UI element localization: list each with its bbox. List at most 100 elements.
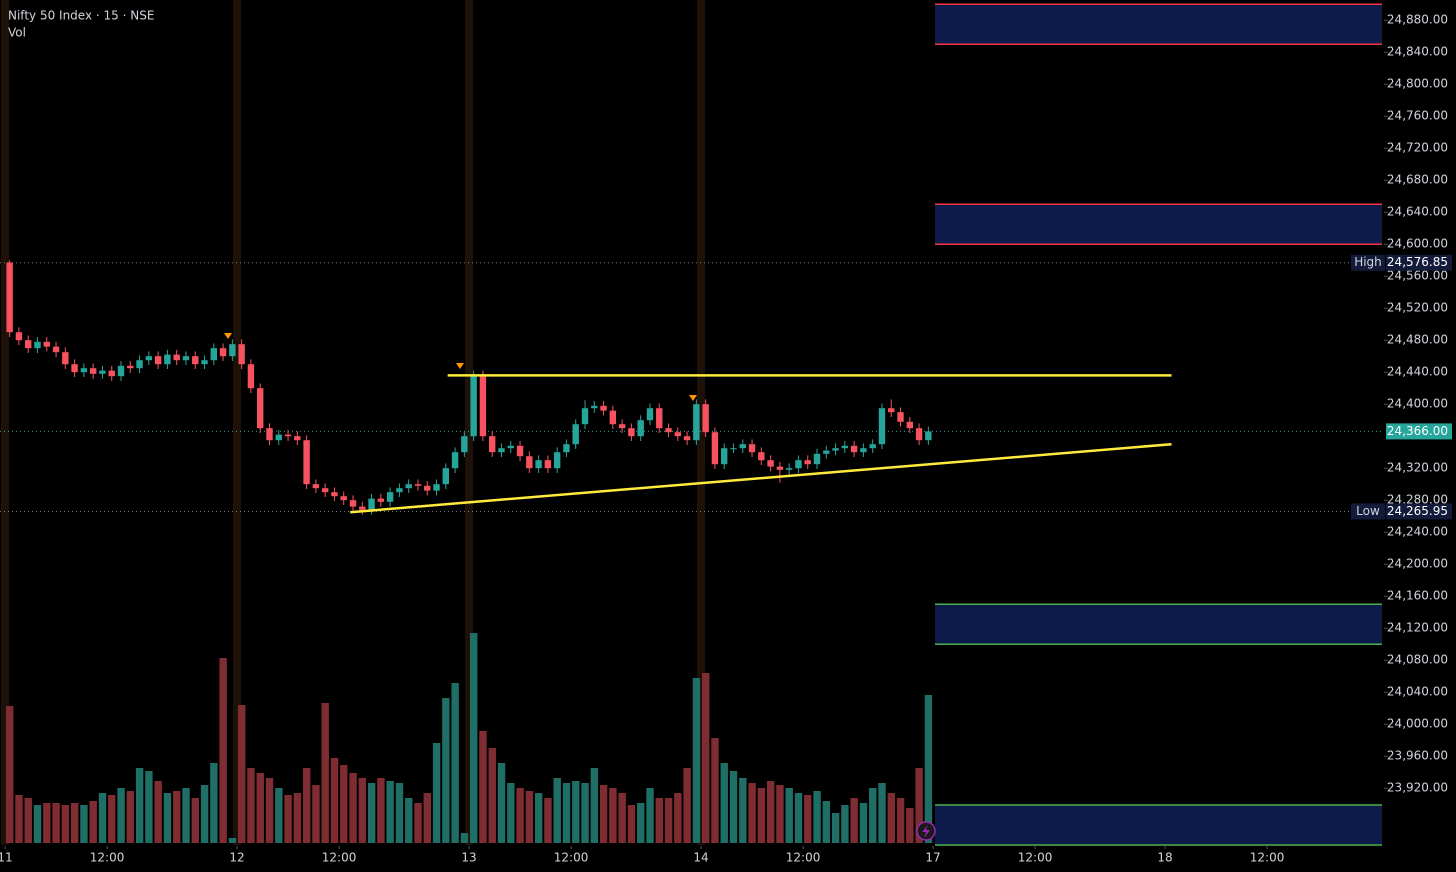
candle-body [730, 448, 737, 450]
volume-bar [590, 768, 599, 843]
volume-bar [702, 673, 710, 843]
x-tick-label: 12:00 [322, 851, 357, 865]
volume-bar [739, 778, 747, 843]
volume-bar [664, 798, 673, 843]
candle-body [795, 460, 802, 469]
volume-bar [729, 771, 738, 843]
candle-body [80, 368, 88, 373]
x-tick-label: 11 [0, 851, 13, 865]
candle-body [823, 450, 830, 454]
volume-bar [395, 783, 404, 843]
candle-body [767, 460, 774, 467]
zone [935, 604, 1382, 645]
candle-body [748, 444, 756, 453]
candle-body [563, 444, 570, 453]
candle-body [349, 500, 357, 507]
volume-bar [915, 768, 923, 843]
volume-bar [33, 805, 42, 843]
volume-bar [460, 833, 469, 843]
candle-body [609, 410, 617, 425]
volume-bar [256, 773, 264, 843]
volume-bar [284, 795, 292, 843]
volume-bar [507, 783, 515, 843]
candle-body [368, 498, 375, 510]
volume-bar [135, 768, 144, 843]
candle-body [414, 484, 422, 486]
candle-body [804, 460, 811, 465]
volume-bar [804, 795, 812, 843]
candle-body [897, 412, 904, 422]
candle-body [544, 460, 552, 469]
alert-bolt [922, 825, 930, 838]
volume-bar [442, 698, 450, 843]
candle-body [776, 466, 784, 470]
y-tick-label: 24,200.00 [1387, 557, 1448, 571]
candle-body [71, 364, 78, 373]
session-band [465, 0, 473, 845]
candle-body [229, 344, 236, 357]
volume-bar [293, 793, 302, 843]
candle-body [303, 440, 310, 485]
candle-body [572, 424, 579, 445]
volume-bar [479, 731, 487, 843]
candle-body [321, 488, 329, 493]
plot [0, 0, 1382, 846]
pivot-marker [456, 363, 464, 369]
y-tick-label: 24,560.00 [1387, 269, 1448, 283]
x-tick-label: 14 [693, 851, 708, 865]
candle-body [377, 498, 385, 502]
candle-body [247, 364, 255, 389]
y-tick-label: 24,080.00 [1387, 653, 1448, 667]
volume-bar [154, 781, 162, 843]
volume-bar [367, 783, 376, 843]
candle-body [702, 404, 709, 433]
volume-bar [24, 798, 32, 843]
y-tick-label: 23,960.00 [1387, 749, 1448, 763]
volume-bar [377, 778, 385, 843]
y-tick-label: 24,600.00 [1387, 237, 1448, 251]
candle-body [62, 352, 69, 365]
candle-body [52, 346, 60, 353]
candle-body [442, 468, 449, 485]
candle-body [405, 484, 412, 489]
high-tag-bg [1351, 254, 1385, 271]
candle-body [683, 436, 691, 441]
volume-bar [488, 748, 496, 843]
candle-body [915, 428, 923, 441]
volume-bar [386, 781, 394, 843]
x-tick-label: 12:00 [1250, 851, 1285, 865]
candle-body [461, 436, 468, 453]
candle-body [127, 365, 134, 369]
chart-title: Nifty 50 Index · 15 · NSE [8, 9, 154, 23]
volume-bar [191, 798, 199, 843]
zone [935, 204, 1382, 245]
candle-body [693, 404, 700, 441]
volume-bar [859, 803, 868, 843]
candle-body [758, 452, 765, 461]
candle-body [869, 444, 876, 449]
volume-bar [70, 803, 79, 843]
candle-body [6, 262, 13, 333]
volume-bar [757, 788, 766, 843]
volume-bar [599, 785, 608, 843]
candle-body [451, 452, 459, 469]
candle-body [526, 456, 533, 469]
volume-bar [627, 805, 636, 843]
candle-body [906, 421, 913, 429]
candle-body [43, 341, 50, 347]
low-badge [1386, 503, 1452, 520]
volume-bar [534, 793, 543, 843]
candle-body [312, 484, 320, 489]
volume-bar [302, 768, 311, 843]
y-tick-label: 24,040.00 [1387, 685, 1448, 699]
volume-bar [98, 793, 107, 843]
candle-body [108, 370, 115, 377]
candle-body [34, 341, 41, 349]
volume-bar [525, 791, 534, 843]
candle-body [628, 428, 635, 437]
candle-body [785, 468, 793, 470]
candle-body [637, 420, 644, 437]
y-tick-label: 24,760.00 [1387, 109, 1448, 123]
candle-body [674, 432, 681, 437]
